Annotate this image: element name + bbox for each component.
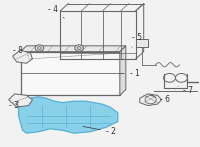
Text: - 8: - 8 xyxy=(13,46,29,56)
Text: - 4: - 4 xyxy=(48,5,64,18)
Polygon shape xyxy=(136,39,148,47)
Polygon shape xyxy=(120,46,126,95)
Polygon shape xyxy=(21,46,126,52)
Polygon shape xyxy=(13,50,32,63)
Text: - 6: - 6 xyxy=(150,95,170,104)
Polygon shape xyxy=(9,94,32,107)
Circle shape xyxy=(77,47,81,50)
Text: - 3: - 3 xyxy=(9,101,19,110)
Text: - 1: - 1 xyxy=(119,69,140,78)
Polygon shape xyxy=(21,52,120,95)
Circle shape xyxy=(35,45,44,51)
Circle shape xyxy=(75,45,84,51)
Polygon shape xyxy=(19,97,118,133)
Text: - 5: - 5 xyxy=(132,33,142,47)
Text: - 2: - 2 xyxy=(83,126,116,136)
Text: - 7: - 7 xyxy=(178,86,193,95)
Polygon shape xyxy=(140,94,162,106)
Circle shape xyxy=(37,47,41,50)
